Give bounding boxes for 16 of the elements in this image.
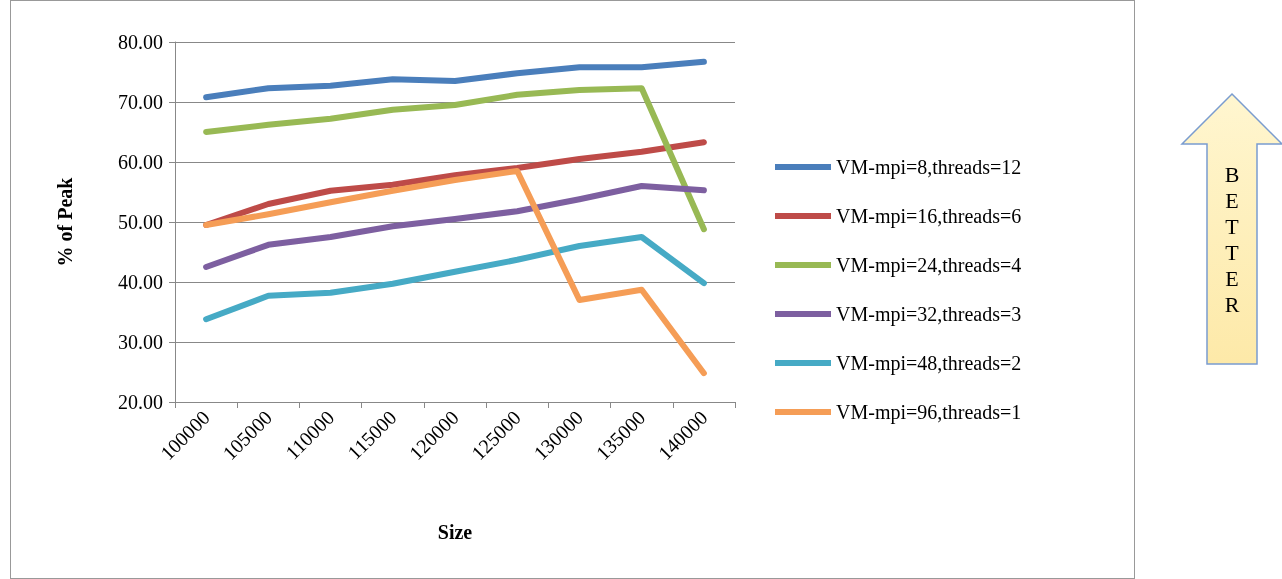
legend-label: VM-mpi=96,threads=1 <box>836 401 1022 424</box>
x-axis-title: Size <box>437 521 473 543</box>
legend-label: VM-mpi=8,threads=12 <box>836 156 1022 179</box>
y-tick-label: 20.00 <box>118 391 163 413</box>
legend-label: VM-mpi=16,threads=6 <box>836 205 1022 228</box>
y-tick-label: 30.00 <box>118 331 163 353</box>
legend-label: VM-mpi=24,threads=4 <box>836 254 1022 277</box>
y-tick-label: 60.00 <box>118 151 163 173</box>
y-axis-title: % of Peak <box>54 176 76 267</box>
legend-label: VM-mpi=32,threads=3 <box>836 303 1022 326</box>
legend-label: VM-mpi=48,threads=2 <box>836 352 1022 375</box>
y-tick-label: 50.00 <box>118 211 163 233</box>
y-tick-label: 70.00 <box>118 91 163 113</box>
y-tick-label: 40.00 <box>118 271 163 293</box>
text: BETTER <box>1223 162 1241 318</box>
y-tick-label: 80.00 <box>118 31 163 53</box>
